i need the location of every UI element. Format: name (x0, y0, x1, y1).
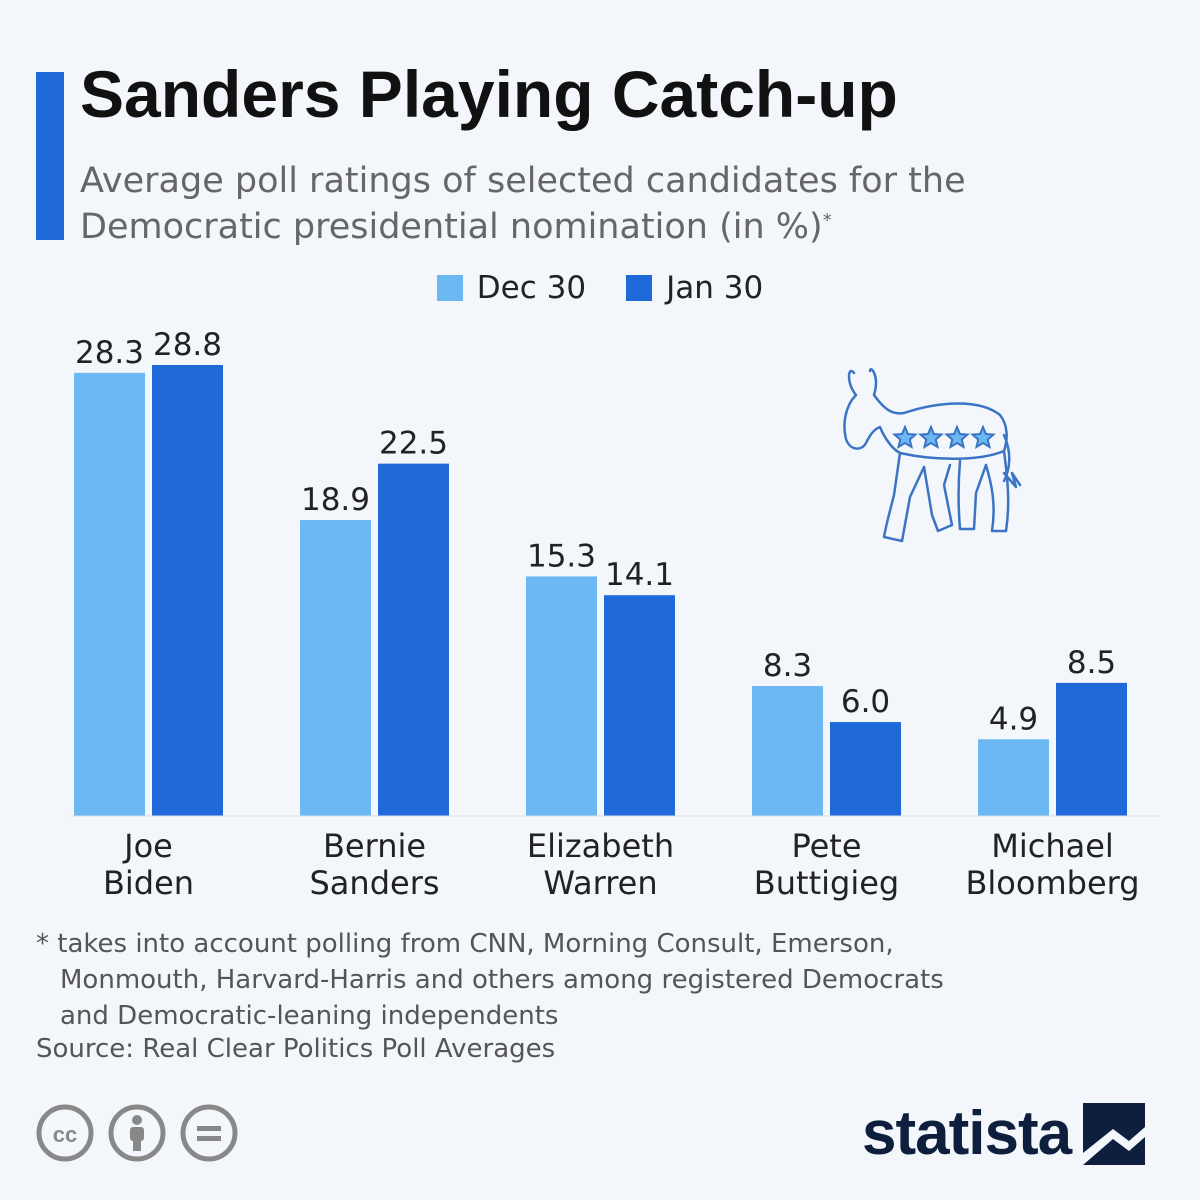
attribution-person-icon[interactable] (108, 1104, 166, 1162)
legend-label-jan: Jan 30 (666, 270, 764, 306)
footnote-line-2: Monmouth, Harvard-Harris and others amon… (60, 965, 944, 995)
category-label-2-line-1: Warren (543, 864, 657, 902)
donkey-stars (892, 424, 996, 449)
footnote: * takes into account polling from CNN, M… (36, 926, 1156, 1034)
subtitle-footnote-mark: * (822, 210, 832, 231)
bar-dec-4 (978, 739, 1049, 816)
bar-jan-1 (378, 463, 449, 816)
data-label-jan-2: 14.1 (605, 557, 674, 593)
data-label-dec-2: 15.3 (527, 538, 596, 574)
bar-jan-3 (830, 722, 901, 816)
creative-commons-icon[interactable]: cc (36, 1104, 94, 1162)
footnote-line-3: and Democratic-leaning independents (60, 1001, 559, 1031)
data-label-jan-3: 6.0 (841, 684, 890, 720)
donkey-star-1 (918, 424, 944, 449)
category-label-0-line-1: Biden (103, 864, 194, 902)
chart-subtitle: Average poll ratings of selected candida… (80, 158, 1040, 250)
bar-jan-0 (152, 365, 223, 816)
donkey-star-3 (970, 424, 996, 449)
category-label-3-line-0: Pete (791, 827, 861, 865)
no-derivatives-icon[interactable] (180, 1104, 238, 1162)
category-label-1-line-0: Bernie (323, 827, 426, 865)
statista-logo[interactable]: statista (862, 1098, 1146, 1169)
category-label-0-line-0: Joe (122, 827, 173, 865)
subtitle-text: Average poll ratings of selected candida… (80, 161, 966, 247)
bar-dec-0 (74, 372, 145, 816)
legend-swatch-jan (626, 275, 653, 301)
donkey-star-0 (892, 424, 918, 449)
bar-jan-4 (1056, 682, 1127, 816)
source-note: Source: Real Clear Politics Poll Average… (36, 1034, 556, 1064)
category-label-4-line-0: Michael (991, 827, 1114, 865)
svg-text:cc: cc (53, 1122, 77, 1147)
donkey-star-2 (944, 424, 970, 449)
data-label-dec-3: 8.3 (763, 648, 812, 684)
statista-mark-icon (1083, 1102, 1146, 1165)
data-label-jan-4: 8.5 (1067, 645, 1116, 681)
data-label-jan-0: 28.8 (153, 327, 222, 363)
chart-legend: Dec 30 Jan 30 (0, 270, 1200, 306)
bar-dec-2 (526, 576, 597, 816)
accent-bar (36, 72, 64, 240)
bar-dec-1 (300, 520, 371, 816)
footnote-line-1: * takes into account polling from CNN, M… (36, 929, 894, 959)
legend-item-jan: Jan 30 (626, 270, 763, 306)
data-label-dec-0: 28.3 (75, 335, 144, 371)
legend-label-dec: Dec 30 (476, 270, 587, 306)
license-icons: cc (36, 1104, 238, 1162)
page-title: Sanders Playing Catch-up (80, 57, 898, 131)
data-label-jan-1: 22.5 (379, 426, 448, 462)
category-label-4-line-1: Bloomberg (965, 864, 1139, 902)
data-label-dec-4: 4.9 (989, 701, 1038, 737)
statista-wordmark: statista (862, 1099, 1072, 1168)
bar-dec-3 (752, 686, 823, 816)
legend-swatch-dec (436, 275, 463, 301)
bar-jan-2 (604, 595, 675, 816)
data-label-dec-1: 18.9 (301, 482, 370, 518)
category-label-1-line-1: Sanders (309, 864, 439, 902)
category-label-2-line-0: Elizabeth (527, 827, 674, 865)
democratic-donkey-icon (843, 368, 1022, 543)
legend-item-dec: Dec 30 (436, 270, 587, 306)
category-label-3-line-1: Buttigieg (754, 864, 899, 902)
